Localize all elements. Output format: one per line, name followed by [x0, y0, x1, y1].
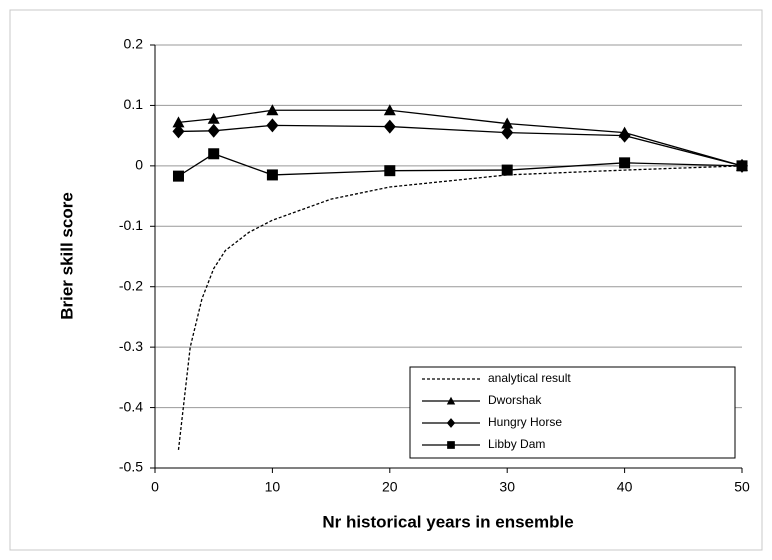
y-tick-label: -0.4	[119, 398, 143, 414]
x-tick-label: 10	[265, 479, 281, 495]
x-tick-label: 50	[734, 479, 750, 495]
x-tick-label: 0	[151, 479, 159, 495]
y-tick-label: 0.1	[124, 96, 144, 112]
legend-label: analytical result	[488, 371, 571, 385]
marker-square	[736, 160, 748, 172]
x-axis-title: Nr historical years in ensemble	[322, 512, 573, 531]
y-tick-label: 0.2	[124, 36, 144, 52]
marker-triangle	[172, 116, 185, 128]
marker-triangle	[383, 104, 396, 116]
marker-square	[172, 170, 184, 182]
marker-diamond	[383, 119, 396, 134]
marker-triangle	[446, 396, 456, 405]
marker-diamond	[172, 124, 185, 139]
marker-diamond	[618, 128, 631, 143]
marker-diamond	[501, 125, 514, 140]
y-tick-label: -0.5	[119, 459, 143, 475]
y-tick-label: -0.2	[119, 277, 143, 293]
marker-square	[447, 441, 455, 449]
series-line	[177, 165, 743, 450]
y-tick-label: -0.3	[119, 338, 143, 354]
marker-square	[501, 164, 513, 176]
marker-square	[266, 169, 278, 181]
marker-diamond	[266, 118, 279, 133]
legend-label: Libby Dam	[488, 437, 545, 451]
y-axis-title: Brier skill score	[57, 192, 76, 320]
legend-label: Hungry Horse	[488, 415, 562, 429]
marker-square	[619, 157, 631, 169]
y-tick-label: 0	[135, 157, 143, 173]
legend-label: Dworshak	[488, 393, 542, 407]
x-tick-label: 20	[382, 479, 398, 495]
marker-triangle	[501, 117, 514, 129]
marker-triangle	[207, 112, 220, 124]
x-tick-label: 30	[499, 479, 515, 495]
x-tick-label: 40	[617, 479, 633, 495]
marker-diamond	[207, 123, 220, 138]
marker-square	[384, 165, 396, 177]
marker-diamond	[446, 418, 456, 428]
y-tick-label: -0.1	[119, 217, 143, 233]
marker-triangle	[266, 104, 279, 116]
marker-square	[208, 148, 220, 160]
legend-box	[409, 366, 736, 459]
chart-frame	[9, 9, 763, 551]
